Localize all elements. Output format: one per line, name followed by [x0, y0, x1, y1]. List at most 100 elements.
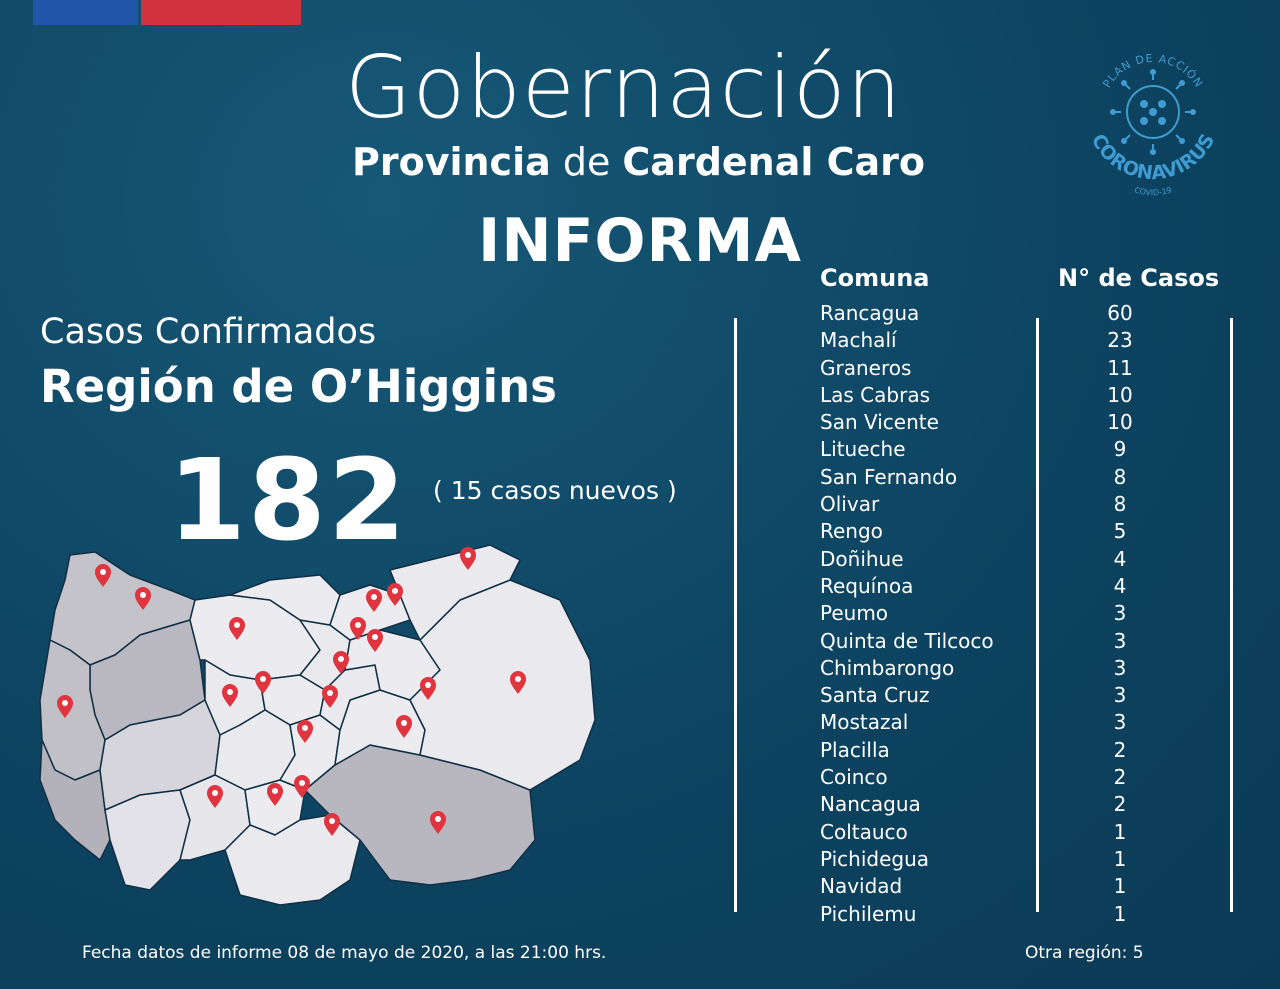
comuna-name: Peumo: [820, 601, 889, 626]
location-pin-icon: [95, 564, 111, 587]
map-comuna-lolol: [104, 789, 191, 891]
location-pin-dot: [401, 720, 407, 726]
table-header-casos: N° de Casos: [1058, 264, 1220, 292]
location-pin-icon: [420, 677, 436, 700]
comuna-name: Navidad: [820, 874, 903, 899]
location-pin-dot: [327, 690, 333, 696]
informa-heading: INFORMA: [478, 206, 802, 276]
comuna-name: Machalí: [820, 328, 897, 353]
table-header-comuna: Comuna: [820, 264, 930, 292]
subtitle-connector: de: [550, 140, 623, 184]
location-pin-icon: [207, 785, 223, 808]
comuna-name: Pichilemu: [820, 901, 917, 926]
comuna-case-count: 2: [1113, 792, 1127, 817]
comuna-case-count: 4: [1113, 573, 1127, 598]
comuna-case-count: 8: [1113, 492, 1127, 517]
location-pin-dot: [260, 676, 266, 682]
location-pin-icon: [135, 587, 151, 610]
location-pin-dot: [140, 592, 146, 598]
location-pin-dot: [435, 816, 441, 822]
location-pin-dot: [299, 780, 305, 786]
comuna-case-count: 1: [1113, 901, 1127, 926]
location-pin-dot: [515, 676, 521, 682]
location-pin-dot: [465, 552, 471, 558]
comuna-case-count: 3: [1113, 655, 1127, 680]
comuna-case-count: 10: [1107, 382, 1133, 407]
location-pin-icon: [294, 775, 310, 798]
comuna-name: Pichidegua: [820, 846, 930, 871]
map-comuna-chimbarongo: [224, 814, 361, 906]
location-pin-dot: [372, 634, 378, 640]
footer-date: Fecha datos de informe 08 de mayo de 202…: [82, 943, 607, 963]
comuna-case-count: 3: [1113, 683, 1127, 708]
comuna-case-count: 60: [1107, 301, 1133, 325]
comuna-name: Requínoa: [820, 573, 914, 598]
comuna-case-count: 8: [1113, 464, 1127, 489]
divider-right: [1230, 318, 1233, 912]
comuna-name: Chimbarongo: [820, 655, 955, 680]
comuna-name: Olivar: [820, 492, 880, 517]
location-pin-dot: [425, 682, 431, 688]
svg-text:COVID-19: COVID-19: [1133, 185, 1172, 197]
location-pin-icon: [460, 547, 476, 570]
location-pin-icon: [510, 671, 526, 694]
subtitle-cardenal-caro: Cardenal Caro: [622, 140, 925, 184]
comuna-case-count: 10: [1107, 410, 1133, 435]
comuna-name: Quinta de Tilcoco: [820, 628, 994, 653]
location-pin-icon: [430, 811, 446, 834]
logo-bottom-text: COVID-19: [1133, 185, 1172, 197]
location-pin-dot: [212, 790, 218, 796]
location-pin-icon: [324, 813, 340, 836]
location-pin-icon: [229, 617, 245, 640]
comuna-name: Las Cabras: [820, 382, 930, 407]
virus-icon: [1110, 69, 1196, 155]
location-pin-dot: [338, 656, 344, 662]
comuna-name: Litueche: [820, 437, 906, 462]
comuna-name: Nancagua: [820, 792, 921, 817]
comuna-name: Doñihue: [820, 546, 904, 571]
comuna-case-count: 3: [1113, 628, 1127, 653]
divider-middle: [1036, 318, 1039, 912]
location-pin-icon: [222, 684, 238, 707]
location-pin-icon: [396, 715, 412, 738]
location-pin-icon: [387, 583, 403, 606]
total-cases: 182: [168, 436, 408, 566]
location-pin-dot: [272, 788, 278, 794]
comuna-name: Santa Cruz: [820, 683, 930, 708]
casos-column: 60 23 11 10 10 9 8 8 5 4 4 3 3 3 3 3 2 2 2 1 1 1 1: [1090, 300, 1150, 928]
map-comuna-mostazal: [389, 544, 521, 641]
location-pin-icon: [255, 671, 271, 694]
casos-confirmados-label: Casos Confirmados: [40, 312, 377, 352]
comuna-name: San Vicente: [820, 410, 939, 435]
comuna-case-count: 5: [1113, 519, 1127, 544]
comuna-case-count: 3: [1113, 710, 1127, 735]
comuna-column: Rancagua Machalí Graneros Las Cabras San Vic…: [820, 300, 1040, 928]
comuna-case-count: 4: [1113, 546, 1127, 571]
page-subtitle: Provincia de Cardenal Caro: [352, 138, 952, 186]
location-pin-dot: [392, 588, 398, 594]
comuna-name: Coltauco: [820, 819, 908, 844]
comuna-name: Mostazal: [820, 710, 909, 735]
comuna-case-count: 9: [1113, 437, 1127, 462]
location-pin-icon: [57, 695, 73, 718]
coronavirus-logo: PLAN DE ACCIÓN CORONAVIRUS COVID-19: [1087, 52, 1219, 197]
comuna-case-count: 1: [1113, 846, 1127, 871]
location-pin-dot: [329, 818, 335, 824]
new-cases-label: ( 15 casos nuevos ): [433, 476, 677, 505]
location-pin-icon: [366, 589, 382, 612]
flag-red-bar: [141, 0, 301, 25]
map-comuna-machali: [409, 579, 596, 791]
comuna-case-count: 1: [1113, 819, 1127, 844]
comuna-case-count: 2: [1113, 765, 1127, 790]
comuna-case-count: 2: [1113, 737, 1127, 762]
location-pin-icon: [367, 629, 383, 652]
comuna-name: Rengo: [820, 519, 883, 544]
comuna-case-count: 23: [1107, 328, 1133, 353]
comuna-case-count: 1: [1113, 874, 1127, 899]
comuna-name: Placilla: [820, 737, 890, 762]
location-pin-icon: [297, 720, 313, 743]
location-pin-dot: [302, 725, 308, 731]
comuna-name: Coinco: [820, 765, 888, 790]
location-pin-dot: [100, 569, 106, 575]
location-pin-dot: [355, 622, 361, 628]
